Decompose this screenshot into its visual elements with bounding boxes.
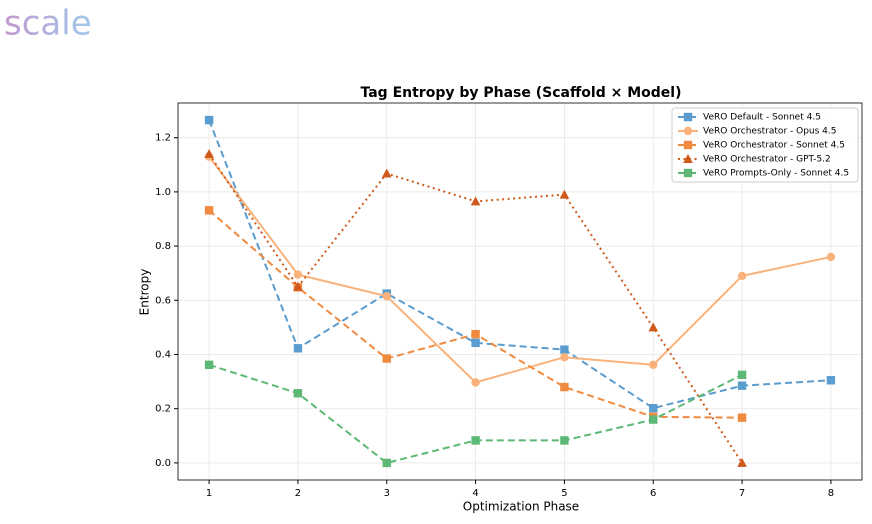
marker (737, 457, 747, 467)
y-tick-label: 1.0 (155, 187, 171, 198)
legend-label: VeRO Orchestrator - GPT-5.2 (703, 155, 831, 165)
y-tick-label: 0.4 (155, 350, 171, 361)
marker (204, 115, 214, 125)
y-axis-label: Entropy (138, 269, 152, 316)
marker (648, 322, 659, 332)
x-tick-label: 5 (561, 488, 567, 499)
marker (471, 378, 480, 387)
marker (560, 345, 569, 354)
marker (204, 206, 214, 215)
marker (204, 360, 214, 370)
marker (293, 270, 303, 279)
plot-frame (177, 102, 863, 481)
y-tick-label: 0.6 (155, 295, 171, 306)
series-line (208, 156, 832, 384)
marker (649, 415, 658, 424)
y-tick-label: 0.8 (155, 241, 171, 252)
legend-box (671, 107, 859, 183)
marker (293, 389, 303, 398)
legend-label: VeRO Default - Sonnet 4.5 (703, 113, 821, 123)
marker (471, 338, 480, 348)
marker (382, 354, 391, 363)
marker (471, 329, 480, 339)
y-tick-label: 1.2 (155, 133, 171, 144)
series-line (208, 119, 831, 410)
legend-marker (683, 168, 693, 178)
marker (826, 252, 836, 262)
legend-marker (683, 112, 693, 122)
marker (560, 436, 569, 445)
marker (204, 148, 214, 158)
logo: scale (4, 4, 92, 44)
x-tick-label: 2 (295, 488, 301, 499)
marker (382, 292, 391, 301)
legend-label: VeRO Orchestrator - Opus 4.5 (703, 127, 836, 137)
x-tick-label: 6 (650, 488, 656, 499)
legend-marker (683, 140, 693, 150)
marker (826, 376, 836, 385)
marker (470, 196, 481, 206)
marker (737, 271, 747, 281)
marker (649, 360, 658, 370)
y-tick-label: 0.2 (155, 404, 171, 415)
marker (471, 436, 480, 445)
x-tick-label: 7 (739, 488, 745, 499)
marker (560, 382, 569, 392)
marker (560, 353, 569, 362)
marker (381, 168, 392, 178)
marker (737, 413, 747, 422)
x-tick-label: 1 (206, 488, 212, 499)
x-tick-label: 8 (828, 488, 834, 499)
marker (649, 403, 658, 413)
legend-marker (683, 154, 693, 163)
marker (293, 281, 303, 291)
chart-title: Tag Entropy by Phase (Scaffold × Model) (360, 85, 681, 101)
marker (559, 189, 570, 199)
x-tick-label: 4 (472, 488, 478, 499)
marker (382, 458, 391, 468)
x-tick-label: 3 (384, 488, 390, 499)
x-axis-label: Optimization Phase (463, 500, 579, 514)
legend-marker (683, 126, 693, 136)
marker (737, 381, 747, 390)
marker (737, 370, 747, 380)
legend-label: VeRO Orchestrator - Sonnet 4.5 (703, 141, 845, 151)
y-tick-label: 0.0 (155, 458, 171, 469)
legend-label: VeRO Prompts-Only - Sonnet 4.5 (703, 169, 849, 179)
marker (293, 344, 303, 353)
